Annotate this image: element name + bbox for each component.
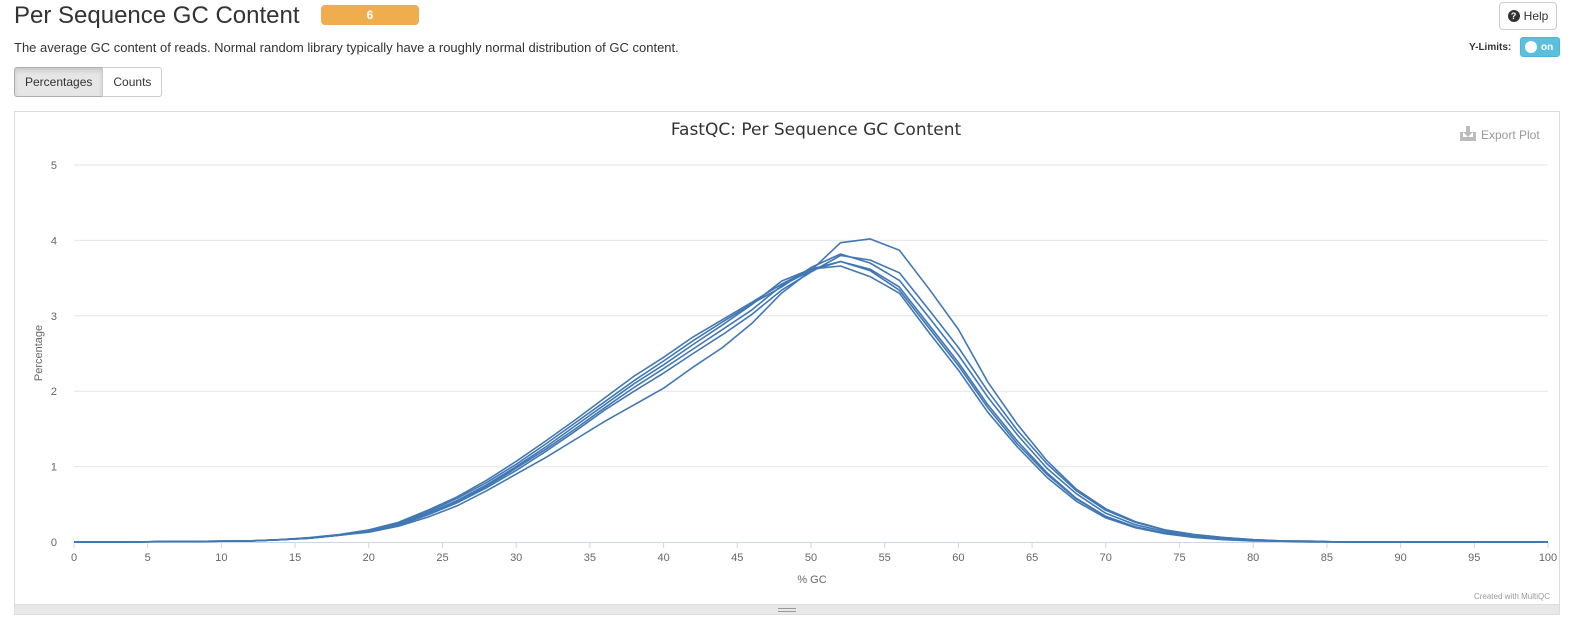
x-tick-label: 45 xyxy=(731,552,743,564)
x-axis-label: % GC xyxy=(797,574,826,586)
credit-text: Created with MultiQC xyxy=(1474,592,1550,601)
section-description: The average GC content of reads. Normal … xyxy=(14,40,679,55)
x-tick-label: 55 xyxy=(879,552,891,564)
ylimits-toggle[interactable]: on xyxy=(1520,37,1560,57)
download-icon xyxy=(1460,126,1476,141)
series-line-6[interactable] xyxy=(74,260,1548,543)
x-tick-label: 25 xyxy=(436,552,448,564)
plot-resize-handle[interactable] xyxy=(14,605,1560,615)
x-tick-label: 95 xyxy=(1468,552,1480,564)
grip-icon xyxy=(778,607,796,612)
percentages-button[interactable]: Percentages xyxy=(14,67,104,97)
export-plot-button[interactable]: Export Plot xyxy=(1460,126,1540,142)
question-circle-icon: ? xyxy=(1507,10,1520,22)
y-tick-label: 1 xyxy=(51,462,57,474)
x-tick-label: 35 xyxy=(584,552,596,564)
series-line-3[interactable] xyxy=(74,238,1548,543)
export-plot-label: Export Plot xyxy=(1481,128,1540,142)
x-tick-label: 50 xyxy=(805,552,817,564)
chart-title: FastQC: Per Sequence GC Content xyxy=(671,120,962,140)
y-tick-label: 4 xyxy=(51,235,57,247)
y-tick-label: 3 xyxy=(51,311,57,323)
data-view-tabs: Percentages Counts xyxy=(14,67,163,97)
y-axis-label: Percentage xyxy=(33,325,45,381)
series-line-2[interactable] xyxy=(74,265,1548,543)
x-tick-label: 0 xyxy=(71,552,77,564)
x-tick-label: 10 xyxy=(215,552,227,564)
x-tick-label: 75 xyxy=(1173,552,1185,564)
x-tick-label: 80 xyxy=(1247,552,1259,564)
x-tick-label: 40 xyxy=(657,552,669,564)
status-badge: 6 xyxy=(321,5,419,25)
x-tick-label: 15 xyxy=(289,552,301,564)
toggle-state-label: on xyxy=(1541,41,1554,53)
y-tick-label: 0 xyxy=(51,537,57,549)
help-label: Help xyxy=(1523,9,1549,23)
toggle-knob xyxy=(1525,41,1537,53)
x-tick-label: 65 xyxy=(1026,552,1038,564)
x-tick-label: 20 xyxy=(363,552,375,564)
page-title: Per Sequence GC Content xyxy=(14,2,300,29)
ylimits-label: Y-Limits: xyxy=(1469,42,1512,53)
counts-button[interactable]: Counts xyxy=(102,67,163,97)
x-tick-label: 70 xyxy=(1100,552,1112,564)
y-tick-label: 2 xyxy=(51,386,57,398)
series-line-4[interactable] xyxy=(74,254,1548,543)
series-line-5[interactable] xyxy=(74,253,1548,543)
help-button[interactable]: ? Help xyxy=(1499,2,1557,30)
y-tick-label: 5 xyxy=(51,160,57,172)
x-tick-label: 100 xyxy=(1539,552,1557,564)
x-tick-label: 5 xyxy=(145,552,151,564)
x-tick-label: 60 xyxy=(952,552,964,564)
plot-container xyxy=(14,111,1560,605)
x-tick-label: 85 xyxy=(1321,552,1333,564)
x-tick-label: 90 xyxy=(1394,552,1406,564)
series-line-1[interactable] xyxy=(74,260,1548,543)
x-tick-label: 30 xyxy=(510,552,522,564)
